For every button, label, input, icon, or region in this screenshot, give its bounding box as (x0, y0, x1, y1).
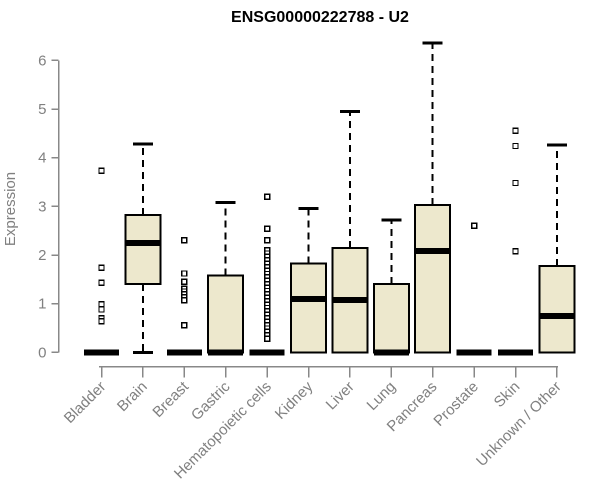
y-axis: 0 1 2 3 4 5 6 (38, 52, 60, 361)
outlier-point (512, 247, 519, 255)
chart-title: ENSG00000222788 - U2 (231, 9, 409, 26)
x-tick-label: Liver (323, 378, 358, 413)
y-tick-label: 2 (38, 247, 46, 264)
y-tick-label: 0 (38, 344, 46, 361)
box-group (372, 218, 410, 356)
box-group (84, 167, 119, 356)
box-group (207, 200, 245, 356)
box (290, 262, 327, 354)
outlier-point (181, 321, 188, 329)
outlier-point (98, 264, 105, 271)
outlier-point (98, 317, 105, 325)
outlier-point (181, 278, 188, 285)
x-tick-label: Skin (491, 378, 524, 411)
x-tick-label: Breast (149, 378, 192, 421)
y-tick-label: 4 (38, 150, 46, 167)
plot-area: 0 1 2 3 4 5 6 Bladder BrainBreastGastricHematopo… (38, 41, 576, 482)
box-group (538, 143, 576, 354)
outlier-point (98, 306, 105, 313)
x-tick-label: Lung (364, 378, 400, 414)
box (124, 214, 162, 286)
box-group (124, 142, 162, 354)
box (207, 274, 245, 354)
y-tick-label: 6 (38, 52, 46, 69)
x-tick-label: Bladder (61, 378, 110, 427)
box-group (456, 222, 492, 356)
outlier-point (98, 300, 105, 308)
outlier-point (263, 335, 271, 342)
box-group (166, 237, 202, 356)
y-tick-label: 5 (38, 101, 46, 118)
box-group (290, 206, 327, 354)
box-group (249, 193, 285, 356)
outlier-point (263, 225, 271, 232)
outlier-point (181, 297, 188, 304)
x-tick-label: Kidney (272, 378, 317, 423)
box (414, 203, 452, 354)
x-tick-label: Brain (114, 378, 151, 415)
box-group (498, 127, 533, 356)
outlier-point (263, 193, 271, 200)
outlier-point (512, 179, 519, 187)
box-group (331, 109, 369, 354)
outlier-point (181, 237, 188, 244)
x-tick-label: Prostate (430, 378, 482, 430)
box (538, 265, 576, 354)
outlier-point (263, 237, 271, 244)
y-tick-label: 1 (38, 296, 46, 313)
y-tick-label: 3 (38, 198, 46, 215)
box (372, 283, 410, 354)
outlier-point (98, 279, 105, 286)
outlier-point (512, 127, 519, 135)
outlier-point (98, 167, 105, 175)
outlier-point (512, 142, 519, 150)
box-group (414, 41, 452, 354)
outlier-point (181, 270, 188, 277)
outlier-point (470, 222, 478, 230)
y-axis-label: Expression (2, 172, 19, 246)
